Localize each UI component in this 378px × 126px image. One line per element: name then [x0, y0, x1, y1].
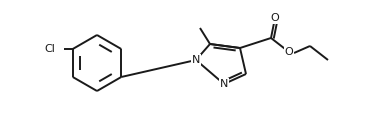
- Text: O: O: [271, 13, 279, 23]
- Text: N: N: [192, 55, 200, 65]
- Text: N: N: [220, 79, 228, 89]
- Text: Cl: Cl: [44, 44, 55, 54]
- Text: O: O: [285, 47, 293, 57]
